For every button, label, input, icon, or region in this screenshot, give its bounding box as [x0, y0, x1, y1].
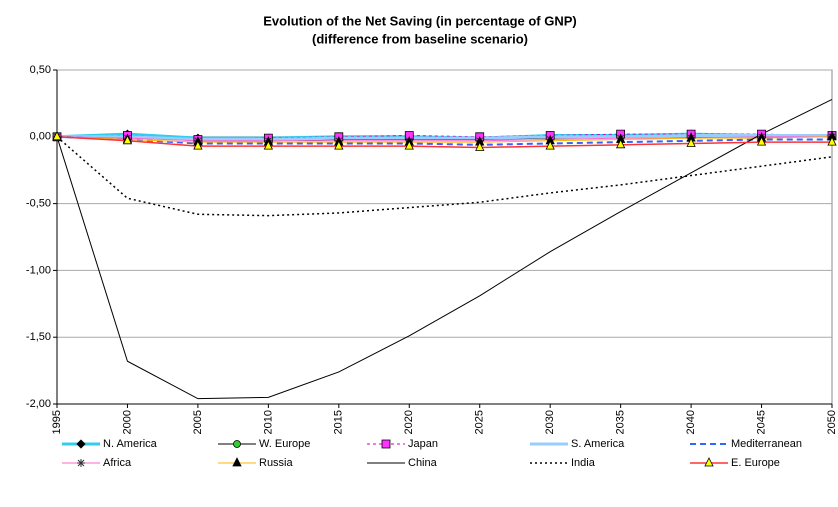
marker: [122, 134, 133, 145]
legend-label: Japan: [408, 438, 438, 450]
y-tick-label: -0,50: [26, 198, 51, 210]
y-tick-label: 0,00: [30, 131, 51, 143]
marker: [704, 457, 714, 467]
marker: [263, 140, 274, 150]
series-line: [56, 136, 833, 143]
legend-label: S. America: [571, 438, 625, 450]
x-tick-label: 1995: [51, 410, 63, 434]
marker: [381, 439, 391, 449]
marker: [77, 459, 85, 467]
series-line: [56, 136, 832, 149]
x-tick-label: 2025: [474, 410, 486, 434]
marker: [76, 439, 86, 449]
y-tick-label: -1,00: [26, 264, 51, 276]
marker: [404, 140, 414, 150]
legend-label: China: [408, 457, 438, 469]
x-tick-label: 2030: [544, 410, 556, 434]
x-tick-label: 2010: [262, 410, 274, 434]
x-tick-label: 2015: [333, 410, 345, 434]
x-tick-label: 2045: [755, 410, 767, 434]
y-tick-label: 0,50: [30, 64, 51, 76]
legend-label: Africa: [103, 457, 132, 469]
series-line: [56, 98, 833, 400]
marker: [827, 136, 837, 146]
x-tick-label: 2050: [826, 410, 838, 434]
plot-area: [56, 69, 833, 405]
legend-label: W. Europe: [259, 438, 310, 450]
marker: [233, 440, 241, 448]
x-tick-label: 2035: [615, 410, 627, 434]
marker: [232, 457, 242, 467]
chart-subtitle: (difference from baseline scenario): [312, 31, 528, 46]
marker: [52, 130, 62, 141]
chart-title: Evolution of the Net Saving (in percenta…: [263, 13, 576, 28]
y-tick-label: -1,50: [26, 331, 51, 343]
legend-label: Mediterranean: [731, 438, 802, 450]
y-tick-label: -2,00: [26, 398, 51, 410]
legend-label: India: [571, 457, 596, 469]
legend-label: N. America: [103, 438, 158, 450]
marker: [475, 141, 485, 151]
marker: [334, 140, 344, 150]
marker: [686, 137, 696, 147]
x-tick-label: 2020: [403, 410, 415, 434]
marker: [193, 140, 203, 150]
series-line: [57, 133, 832, 141]
x-tick-label: 2040: [685, 410, 697, 434]
x-tick-label: 2000: [121, 410, 133, 434]
legend-label: Russia: [259, 457, 294, 469]
marker: [404, 131, 414, 140]
marker: [545, 140, 555, 150]
legend-label: E. Europe: [731, 457, 780, 469]
marker: [615, 138, 626, 149]
x-tick-label: 2005: [192, 410, 204, 434]
marker: [756, 136, 767, 146]
